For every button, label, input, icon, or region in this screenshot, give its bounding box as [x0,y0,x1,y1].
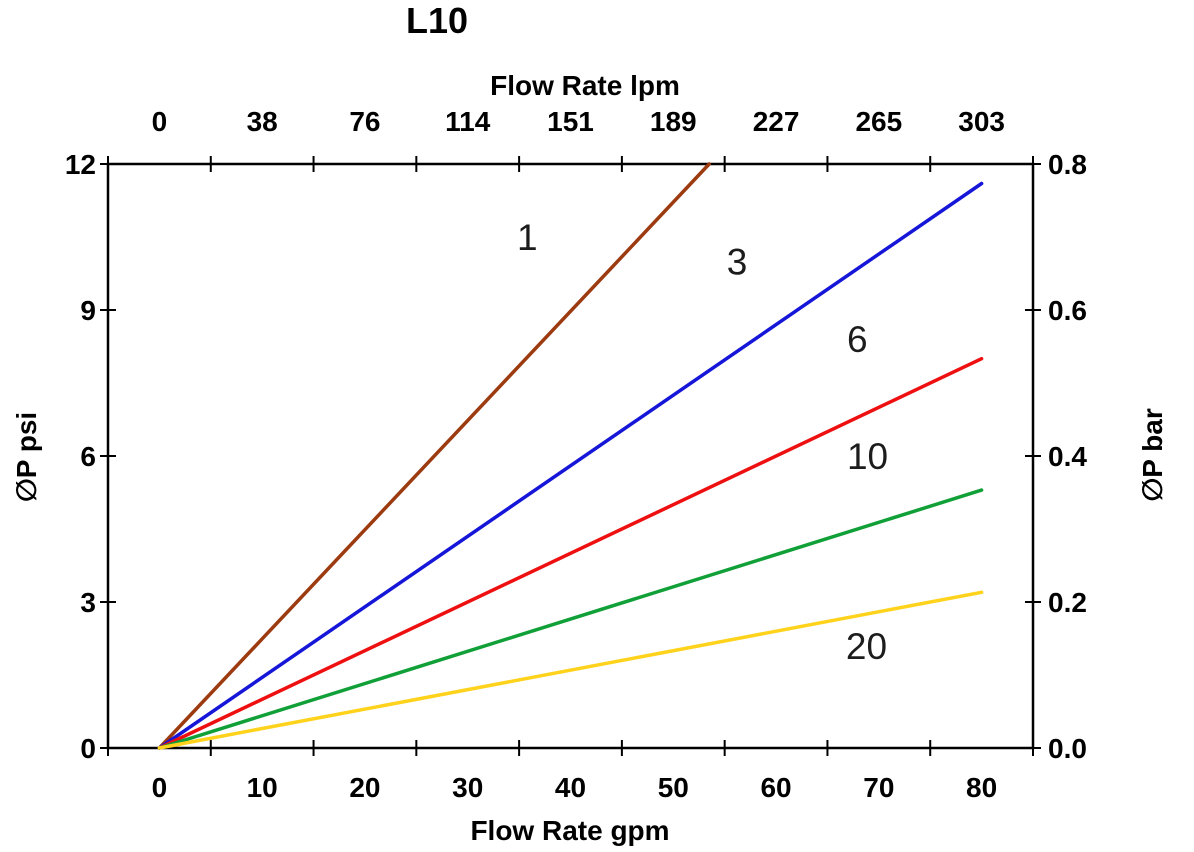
right-tick-label: 0.0 [1048,733,1087,764]
plot-frame [106,162,1035,750]
top-tick-label: 114 [445,106,491,137]
series-line-1 [157,162,711,750]
series-line-3 [157,181,984,750]
series-line-6 [157,356,984,750]
top-tick-label: 303 [958,106,1005,137]
left-tick-label: 3 [80,587,96,618]
bottom-tick-label: 30 [452,772,483,803]
series-label-20: 20 [846,626,887,667]
series-label-3: 3 [727,241,748,282]
right-tick-label: 0.4 [1048,441,1087,472]
chart-title: L10 [406,0,468,41]
top-tick-label: 227 [753,106,800,137]
series-labels: 1 3 6 10 20 [517,217,888,667]
left-tick-label: 0 [80,733,96,764]
bottom-tick-label: 60 [760,772,791,803]
bottom-tick-label: 50 [658,772,689,803]
bottom-tick-label: 40 [555,772,586,803]
left-axis-title: ∅P psi [11,412,42,502]
right-tick-label: 0.2 [1048,587,1087,618]
left-tick-label: 6 [80,441,96,472]
top-tick-label: 189 [650,106,697,137]
axis-ticks [100,156,1041,756]
left-tick-label: 9 [80,295,96,326]
bottom-axis-title: Flow Rate gpm [470,815,669,846]
data-series [157,162,984,750]
right-axis-title: ∅P bar [1137,408,1168,502]
bottom-tick-label: 70 [863,772,894,803]
plot-border [106,162,1035,750]
series-line-20 [157,590,984,750]
series-label-6: 6 [847,319,868,360]
bottom-tick-label: 0 [152,772,168,803]
top-tick-label: 76 [349,106,380,137]
bottom-tick-label: 80 [966,772,997,803]
top-tick-label: 151 [547,106,594,137]
top-axis-title: Flow Rate lpm [490,70,680,101]
top-tick-label: 0 [152,106,168,137]
left-tick-label: 12 [65,149,96,180]
top-tick-label: 265 [855,106,902,137]
right-tick-label: 0.6 [1048,295,1087,326]
right-tick-label: 0.8 [1048,149,1087,180]
series-line-10 [157,488,984,750]
top-tick-label: 38 [247,106,278,137]
bottom-tick-label: 10 [247,772,278,803]
series-label-1: 1 [517,217,538,258]
axis-tick-labels: 0 10 20 30 40 50 60 70 800 38 76 114 151 189 227 265 303… [65,106,1088,803]
series-label-10: 10 [847,436,888,477]
bottom-tick-label: 20 [349,772,380,803]
